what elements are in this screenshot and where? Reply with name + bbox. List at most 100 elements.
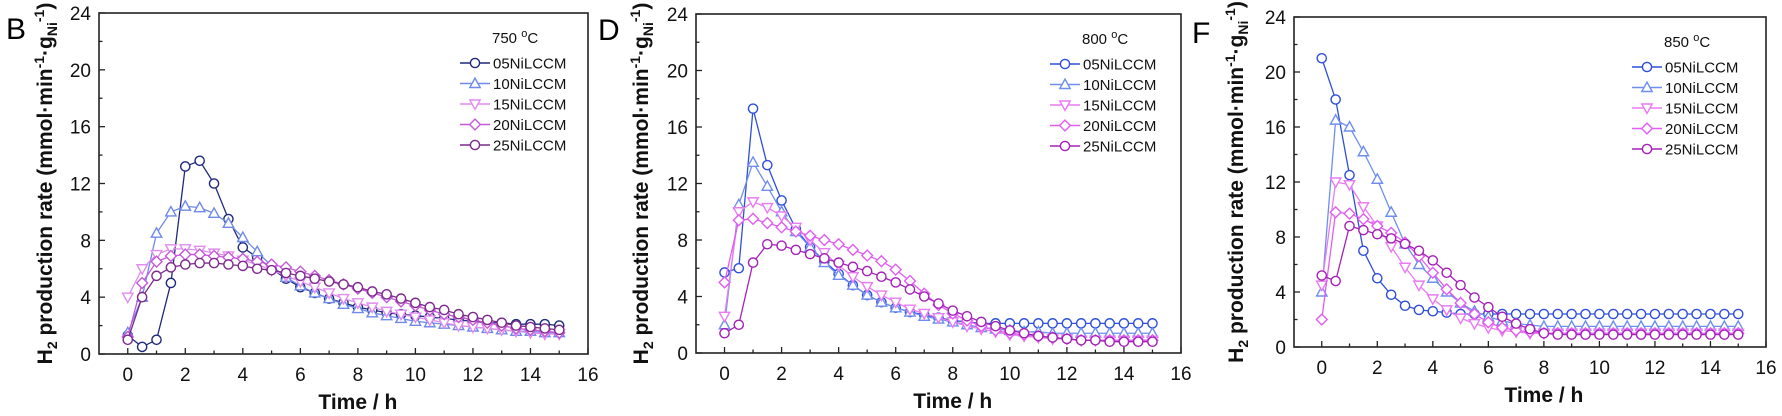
legend-label: 25NiLCCM (1083, 139, 1156, 156)
legend-label: 20NiLCCM (493, 117, 566, 134)
data-point (337, 293, 350, 306)
data-point (553, 324, 565, 336)
data-point (1663, 308, 1675, 320)
data-point (1691, 329, 1702, 340)
y-axis-title-part: H (630, 349, 653, 364)
data-point (1371, 272, 1383, 284)
data-point (280, 267, 292, 279)
data-point (760, 216, 774, 230)
data-point (1426, 266, 1440, 280)
series-line (724, 243, 1153, 343)
data-point (136, 291, 148, 303)
data-point (732, 207, 746, 219)
data-point (151, 270, 162, 282)
data-point (410, 297, 421, 309)
data-point (760, 179, 774, 192)
y-tick-label: 4 (1275, 283, 1286, 304)
data-point (804, 248, 816, 260)
x-tick-label: 2 (1372, 358, 1383, 379)
data-point (890, 277, 902, 288)
data-point (266, 264, 277, 276)
y-tick-label: 20 (1265, 63, 1286, 84)
data-point (847, 261, 859, 273)
data-point (1621, 329, 1633, 340)
panel-letter: B (6, 13, 26, 46)
data-point (819, 253, 830, 264)
legend-marker (1641, 143, 1653, 155)
data-point (1384, 205, 1398, 217)
data-point (1358, 224, 1369, 236)
data-point (1621, 308, 1633, 320)
data-point (525, 321, 536, 333)
y-tick-label: 8 (1275, 228, 1286, 249)
data-point (846, 272, 860, 284)
data-point (365, 302, 379, 314)
data-point (223, 259, 234, 270)
data-point (165, 277, 177, 289)
data-point (1719, 308, 1730, 320)
y-axis-title-part: ) (34, 3, 57, 10)
data-point (194, 257, 205, 269)
data-point (1705, 308, 1716, 320)
legend: 750 oC 05NiLCCM 10NiLCCM 15NiLCCM 20NiLCCM 25… (460, 28, 566, 155)
legend-marker (1059, 58, 1071, 70)
data-point (1566, 329, 1577, 340)
data-point (1677, 329, 1689, 340)
data-point (352, 281, 364, 293)
data-point (179, 259, 191, 270)
legend-entry: 10NiLCCM (1050, 77, 1156, 94)
data-point (194, 155, 205, 167)
data-point (1018, 327, 1030, 339)
series-25nilccm (122, 257, 565, 346)
data-point (1677, 308, 1689, 320)
data-point (889, 297, 903, 309)
data-point (135, 264, 149, 276)
x-axis: 0 2 4 6 8 10 12 14 16 (1316, 341, 1777, 379)
y-axis-title-part: H (1225, 348, 1248, 363)
data-point (1496, 311, 1508, 323)
data-point (1315, 280, 1329, 292)
data-point (150, 249, 163, 262)
data-point (947, 305, 959, 316)
data-point (1427, 255, 1439, 266)
y-tick-label: 16 (1265, 118, 1286, 139)
data-point (236, 230, 250, 243)
data-point (1315, 313, 1329, 326)
data-point (395, 293, 407, 304)
data-point (165, 262, 177, 273)
data-point (789, 225, 803, 238)
x-tick-label: 12 (462, 365, 483, 386)
data-point (1316, 52, 1328, 64)
data-point (1524, 308, 1536, 320)
y-axis-title-part: production rate (mmol·min (1225, 67, 1248, 340)
y-axis-title: H2 production rate (mmol·min-1·gNi-1) (627, 3, 656, 365)
series-line (127, 159, 560, 348)
data-point (1481, 315, 1495, 329)
data-point (1454, 296, 1467, 310)
data-point (775, 211, 788, 223)
data-point (482, 314, 493, 326)
data-point (1357, 144, 1370, 157)
data-point (1426, 294, 1440, 306)
data-point (151, 334, 162, 346)
data-point (718, 275, 731, 289)
data-point (1384, 241, 1398, 254)
x-tick-label: 16 (1755, 358, 1776, 379)
x-tick-label: 16 (1170, 364, 1191, 385)
data-point (1440, 305, 1454, 317)
y-tick-label: 16 (667, 118, 688, 139)
data-point (1663, 329, 1675, 340)
data-point (733, 262, 745, 274)
legend-label: 25NiLCCM (1665, 142, 1738, 159)
x-tick-label: 14 (520, 365, 542, 386)
data-point (309, 273, 321, 284)
legend-marker (1058, 119, 1072, 132)
series-line (127, 205, 560, 334)
degree-sign: o (1693, 32, 1699, 44)
x-tick-label: 10 (405, 365, 426, 386)
x-tick-label: 2 (776, 364, 787, 385)
data-point (251, 263, 263, 275)
legend-label: 20NiLCCM (1665, 121, 1738, 138)
data-point (1371, 228, 1383, 240)
